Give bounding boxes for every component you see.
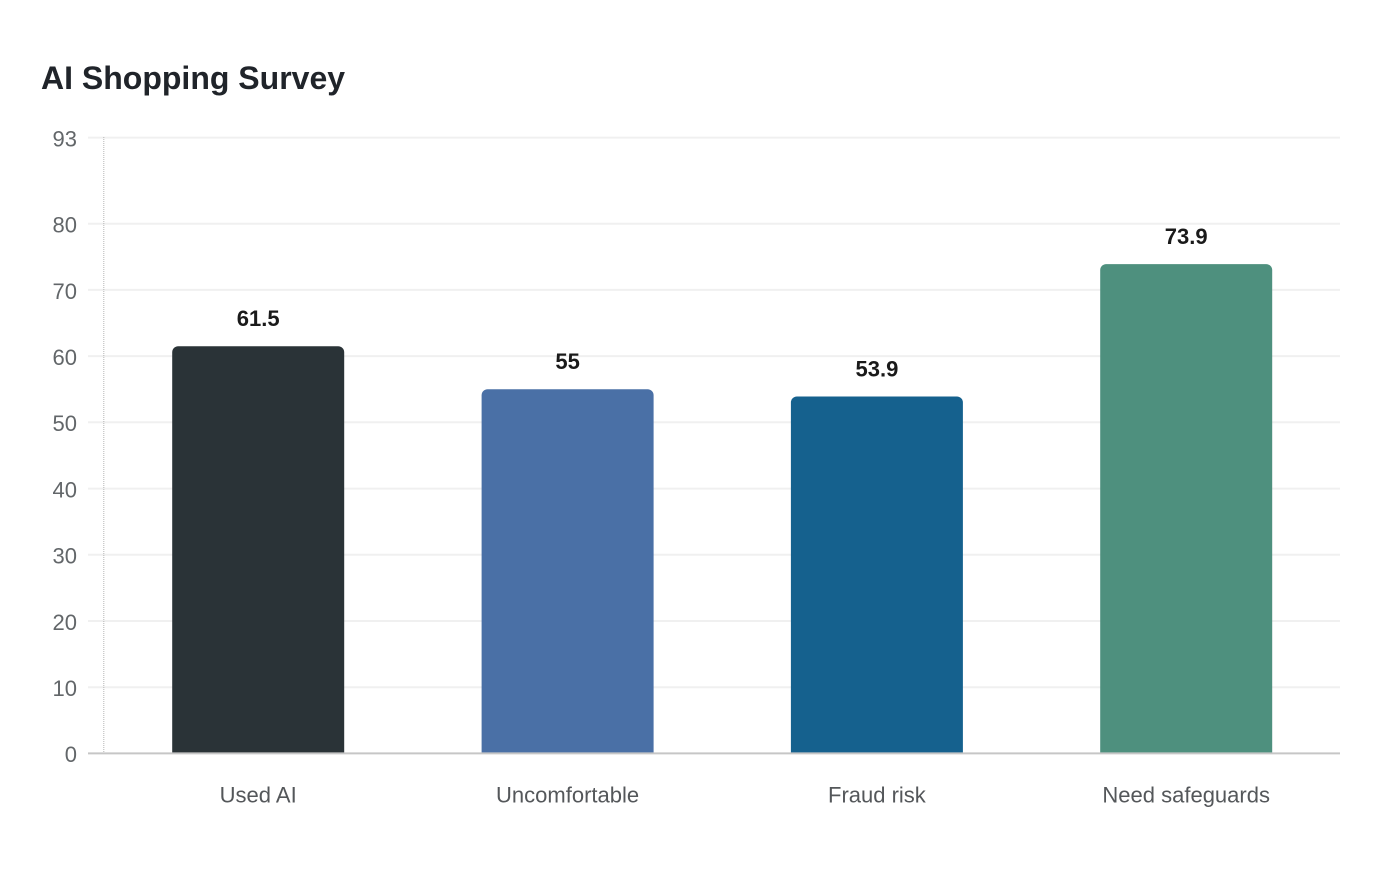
svg-text:50: 50	[53, 411, 77, 436]
svg-text:70: 70	[53, 279, 77, 304]
svg-text:30: 30	[53, 544, 77, 569]
svg-text:93: 93	[53, 127, 77, 152]
svg-text:AI Shopping Survey: AI Shopping Survey	[41, 60, 345, 96]
svg-text:40: 40	[53, 477, 77, 502]
svg-text:Fraud risk: Fraud risk	[828, 782, 927, 807]
svg-text:55: 55	[555, 349, 579, 374]
svg-text:60: 60	[53, 345, 77, 370]
svg-text:73.9: 73.9	[1165, 224, 1208, 249]
svg-text:80: 80	[53, 213, 77, 238]
svg-text:0: 0	[65, 742, 77, 767]
svg-text:53.9: 53.9	[855, 356, 898, 381]
svg-text:Need safeguards: Need safeguards	[1102, 782, 1270, 807]
svg-text:10: 10	[53, 676, 77, 701]
svg-text:61.5: 61.5	[237, 306, 280, 331]
svg-text:Used AI: Used AI	[220, 782, 297, 807]
svg-text:Uncomfortable: Uncomfortable	[496, 782, 639, 807]
svg-text:20: 20	[53, 610, 77, 635]
